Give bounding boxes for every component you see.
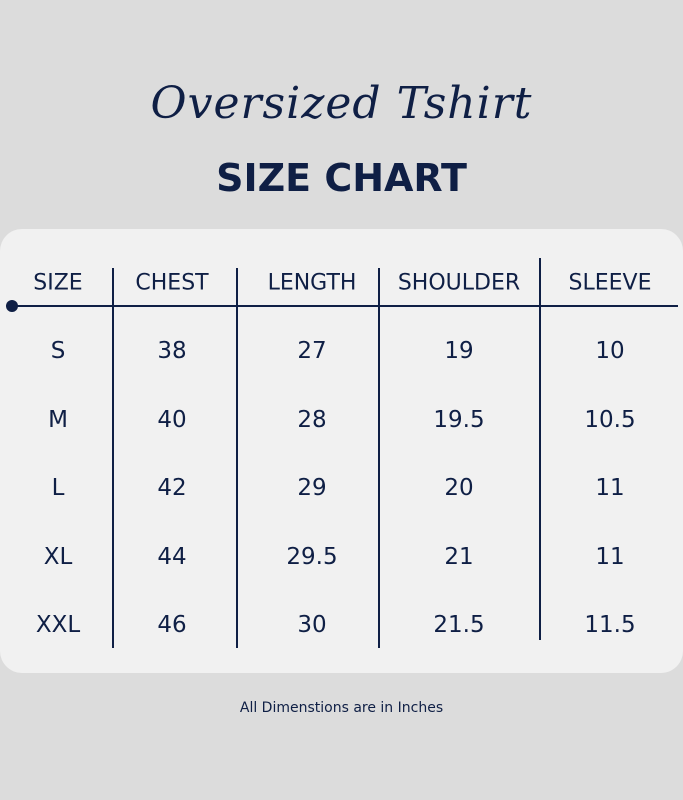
table-cell: 11.5 (584, 612, 636, 638)
table-cell: 46 (157, 612, 187, 638)
column-divider (112, 268, 114, 648)
table-cell: XXL (35, 612, 81, 638)
table-cell: 30 (297, 612, 327, 638)
size-table-card (0, 229, 683, 673)
table-cell: 21 (444, 544, 474, 570)
header-divider (12, 305, 678, 307)
table-cell: 10 (595, 338, 625, 364)
table-cell: 27 (297, 338, 327, 364)
table-cell: 44 (157, 544, 187, 570)
table-cell: 40 (157, 407, 187, 433)
table-cell: XL (43, 544, 73, 570)
column-divider (539, 258, 541, 640)
table-cell: 38 (157, 338, 187, 364)
column-header-chest: CHEST (135, 270, 209, 296)
page-title: SIZE CHART (216, 156, 467, 200)
table-cell: 11 (595, 475, 625, 501)
table-cell: 21.5 (433, 612, 485, 638)
table-cell: 19.5 (433, 407, 485, 433)
table-cell: 29.5 (286, 544, 338, 570)
column-header-sleeve: SLEEVE (568, 270, 652, 296)
table-cell: 19 (444, 338, 474, 364)
units-note: All Dimenstions are in Inches (239, 700, 444, 716)
table-cell: S (50, 338, 66, 364)
table-cell: 29 (297, 475, 327, 501)
column-header-shoulder: SHOULDER (397, 270, 521, 296)
column-divider (236, 268, 238, 648)
column-divider (378, 268, 380, 648)
table-cell: 11 (595, 544, 625, 570)
product-name: Oversized Tshirt (150, 78, 533, 129)
table-cell: M (48, 407, 68, 433)
column-header-size: SIZE (33, 270, 83, 296)
table-cell: 10.5 (584, 407, 636, 433)
table-cell: 20 (444, 475, 474, 501)
table-cell: 42 (157, 475, 187, 501)
table-cell: 28 (297, 407, 327, 433)
column-header-length: LENGTH (267, 270, 357, 296)
table-cell: L (51, 475, 65, 501)
